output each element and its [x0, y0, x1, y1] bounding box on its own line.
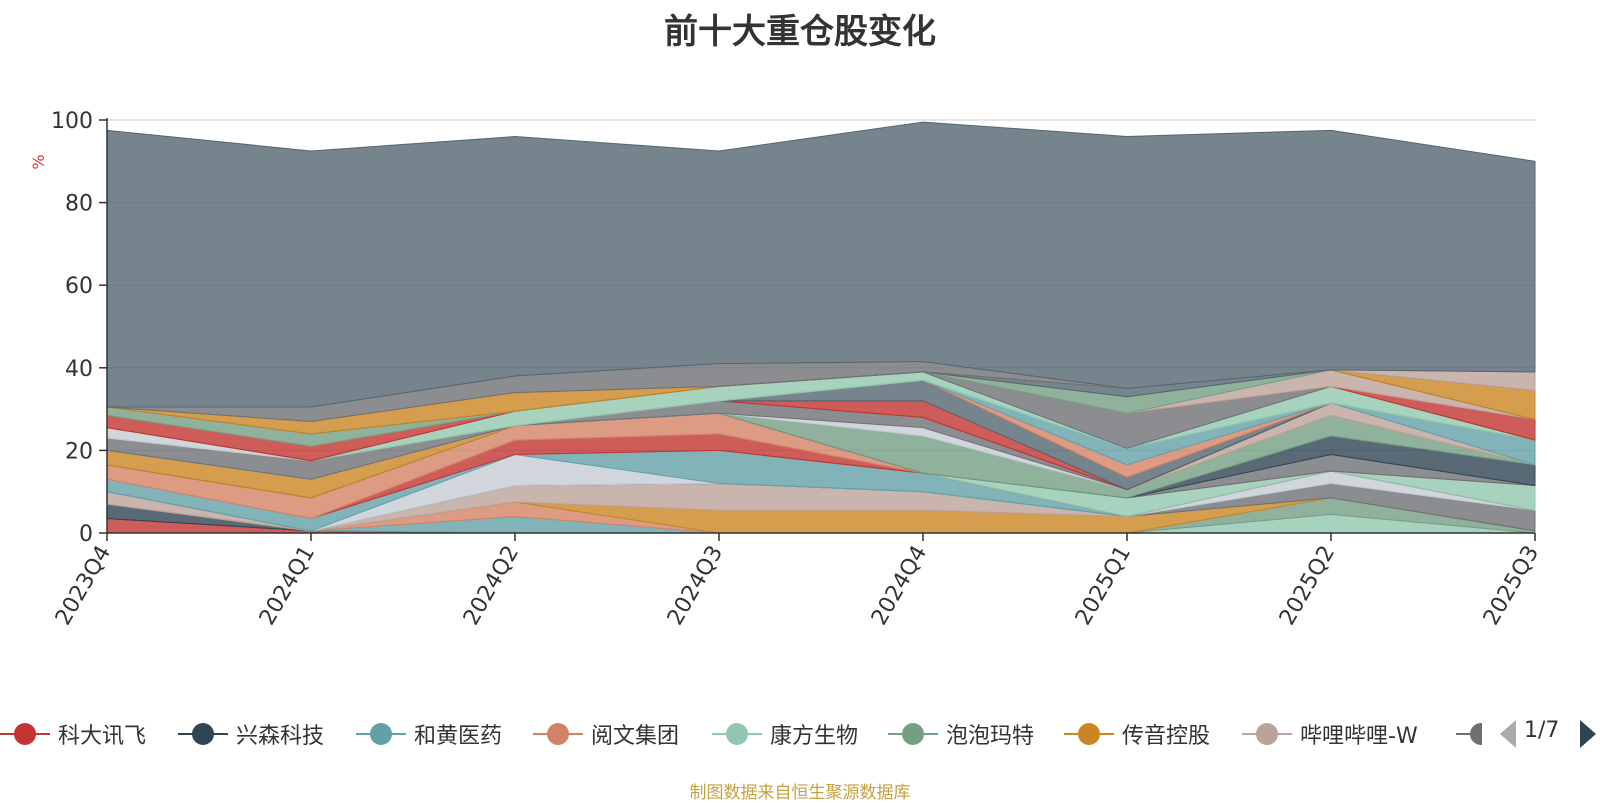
legend-item[interactable]: 兴森科技 [178, 714, 324, 754]
x-tick-label: 2023Q4 [51, 542, 116, 630]
legend-marker-icon [1456, 719, 1482, 749]
legend-marker-icon [1242, 719, 1292, 749]
legend-item[interactable]: 康方生物 [712, 714, 858, 754]
x-tick-label: 2025Q1 [1071, 542, 1136, 630]
legend-marker-icon [533, 719, 583, 749]
legend-prev-page-button[interactable] [1500, 720, 1516, 748]
legend-item[interactable]: 泡泡玛特 [888, 714, 1034, 754]
legend-page-indicator: 1/7 [1524, 718, 1560, 743]
legend-pager: 1/7 [1498, 718, 1600, 752]
source-note: 制图数据来自恒生聚源数据库 [689, 783, 911, 803]
x-tick-label: 2025Q3 [1479, 542, 1544, 630]
x-tick-label: 2024Q3 [663, 542, 728, 630]
legend-label: 传音控股 [1122, 724, 1211, 749]
legend-next-page-button[interactable] [1580, 720, 1596, 748]
y-tick-label: 20 [65, 439, 93, 464]
x-tick-label: 2025Q2 [1275, 542, 1340, 630]
legend-item[interactable]: 哔哩哔哩-W [1242, 714, 1418, 754]
legend-label: 泡泡玛特 [946, 724, 1035, 749]
y-tick-label: 100 [51, 109, 93, 134]
legend-item[interactable]: 阅文集团 [533, 714, 679, 754]
y-tick-label: 80 [65, 192, 93, 217]
x-tick-label: 2024Q4 [867, 542, 932, 630]
legend-marker-icon [356, 719, 406, 749]
x-tick-label: 2024Q1 [255, 542, 320, 630]
legend-marker-icon [888, 719, 938, 749]
legend-label: 和黄医药 [414, 724, 503, 749]
legend-label: 哔哩哔哩-W [1300, 724, 1418, 749]
legend-label: 康方生物 [770, 724, 859, 749]
y-tick-label: 60 [65, 274, 93, 299]
x-tick-label: 2024Q2 [459, 542, 524, 630]
legend-marker-icon [712, 719, 762, 749]
y-axis-label: % [29, 154, 48, 169]
legend-label: 阅文集团 [591, 724, 680, 749]
legend-item[interactable]: 科大讯飞 [0, 714, 146, 754]
y-tick-label: 40 [65, 357, 93, 382]
chart-title: 前十大重仓股变化 [664, 12, 936, 52]
legend: 科大讯飞 兴森科技 和黄医药 阅文集团 康方生物 泡泡玛特 传音控股 哔哩哔哩-W [0, 714, 1600, 754]
area-series-37 [106, 121, 1536, 408]
legend-label: 兴森科技 [236, 724, 325, 749]
legend-item-partial[interactable] [1456, 714, 1482, 754]
legend-marker-icon [0, 719, 50, 749]
legend-marker-icon [178, 719, 228, 749]
legend-item[interactable]: 和黄医药 [356, 714, 502, 754]
legend-marker-icon [1064, 719, 1114, 749]
legend-label: 科大讯飞 [58, 724, 147, 749]
legend-item[interactable]: 传音控股 [1064, 714, 1210, 754]
stacked-areas [106, 121, 1536, 534]
y-tick-label: 0 [79, 522, 93, 547]
